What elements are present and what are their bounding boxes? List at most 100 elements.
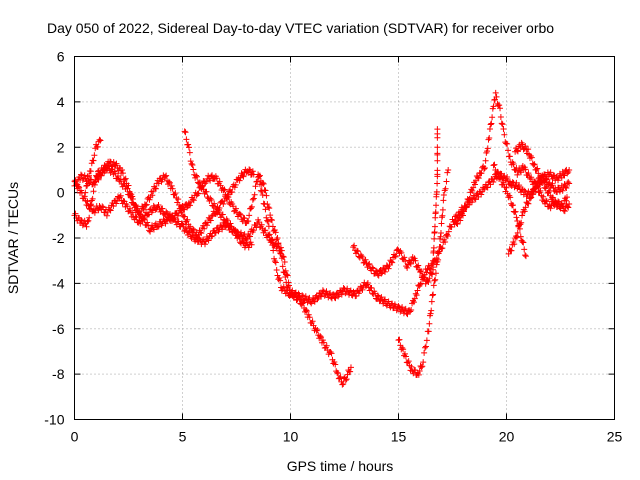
- data-point: [281, 259, 288, 266]
- data-point: [471, 195, 478, 202]
- data-point: [87, 206, 94, 213]
- data-point: [454, 220, 461, 227]
- data-point: [389, 259, 396, 266]
- data-point: [287, 291, 294, 298]
- data-point: [420, 274, 427, 281]
- data-point: [506, 178, 513, 185]
- data-point: [231, 228, 238, 235]
- data-point: [427, 310, 434, 317]
- data-point: [245, 218, 252, 225]
- data-point: [434, 150, 441, 157]
- data-point: [306, 314, 313, 321]
- data-point: [164, 210, 171, 217]
- data-point: [246, 166, 253, 173]
- data-point: [414, 287, 421, 294]
- data-point: [272, 259, 279, 266]
- data-point: [412, 290, 419, 297]
- data-point: [431, 235, 438, 242]
- data-point: [98, 172, 105, 179]
- data-point: [268, 237, 275, 244]
- data-point: [195, 190, 202, 197]
- data-point: [472, 196, 479, 203]
- data-point: [506, 153, 513, 160]
- data-point: [521, 246, 528, 253]
- data-point: [382, 268, 388, 275]
- data-point: [465, 197, 472, 204]
- data-point: [453, 220, 460, 227]
- data-point: [364, 279, 371, 286]
- data-point: [95, 176, 102, 183]
- data-point: [140, 206, 147, 213]
- data-point: [212, 204, 219, 211]
- data-point: [314, 296, 321, 303]
- data-point: [489, 114, 496, 121]
- data-point: [408, 363, 415, 370]
- data-point: [359, 286, 366, 293]
- data-point: [310, 297, 317, 304]
- data-point: [282, 290, 289, 297]
- data-point: [430, 291, 437, 298]
- data-point: [266, 231, 273, 238]
- data-point: [271, 258, 278, 265]
- y-tick-label: 4: [57, 94, 65, 110]
- data-point: [296, 296, 303, 303]
- data-point: [258, 221, 265, 228]
- data-point: [431, 228, 438, 235]
- data-point: [519, 238, 526, 245]
- data-point: [565, 179, 572, 186]
- data-point: [503, 184, 510, 191]
- data-point: [340, 380, 347, 387]
- data-point: [91, 152, 98, 159]
- data-point: [351, 242, 358, 249]
- data-point: [561, 181, 568, 188]
- data-point: [522, 166, 529, 173]
- data-point: [303, 307, 310, 314]
- data-point: [219, 226, 226, 233]
- data-point: [172, 190, 179, 197]
- data-point: [418, 364, 425, 371]
- data-point: [140, 215, 147, 222]
- data-point: [365, 261, 372, 268]
- data-point: [482, 157, 489, 164]
- data-point: [241, 215, 248, 222]
- data-point: [280, 269, 287, 276]
- data-point: [249, 196, 256, 203]
- data-point: [194, 235, 201, 242]
- data-point: [412, 257, 419, 264]
- data-point: [481, 166, 488, 173]
- data-point: [340, 285, 347, 292]
- data-point: [81, 193, 88, 200]
- data-point: [143, 201, 150, 208]
- data-point: [486, 126, 493, 133]
- chart-title: Day 050 of 2022, Sidereal Day-to-day VTE…: [47, 20, 554, 36]
- data-point: [147, 228, 154, 235]
- data-point: [542, 197, 549, 204]
- data-point: [309, 318, 316, 325]
- data-point: [189, 196, 196, 203]
- data-point: [354, 248, 361, 255]
- data-point: [103, 212, 110, 219]
- data-point: [514, 229, 521, 236]
- data-point: [439, 206, 446, 213]
- data-point: [512, 208, 519, 215]
- data-point: [337, 287, 343, 294]
- data-point: [546, 187, 553, 194]
- data-point: [265, 232, 272, 239]
- data-point: [468, 199, 475, 206]
- data-point: [77, 216, 84, 223]
- data-point: [566, 200, 573, 207]
- data-point: [213, 175, 220, 182]
- data-point: [146, 196, 153, 203]
- data-point: [113, 160, 120, 167]
- data-point: [269, 242, 276, 249]
- data-point: [132, 201, 139, 208]
- data-point: [263, 214, 270, 221]
- data-point: [428, 307, 435, 314]
- data-point: [347, 364, 354, 371]
- data-point: [189, 226, 196, 233]
- data-point: [107, 207, 114, 214]
- data-point: [362, 256, 369, 263]
- data-point: [227, 220, 234, 227]
- data-point: [378, 270, 385, 277]
- data-point: [163, 208, 170, 215]
